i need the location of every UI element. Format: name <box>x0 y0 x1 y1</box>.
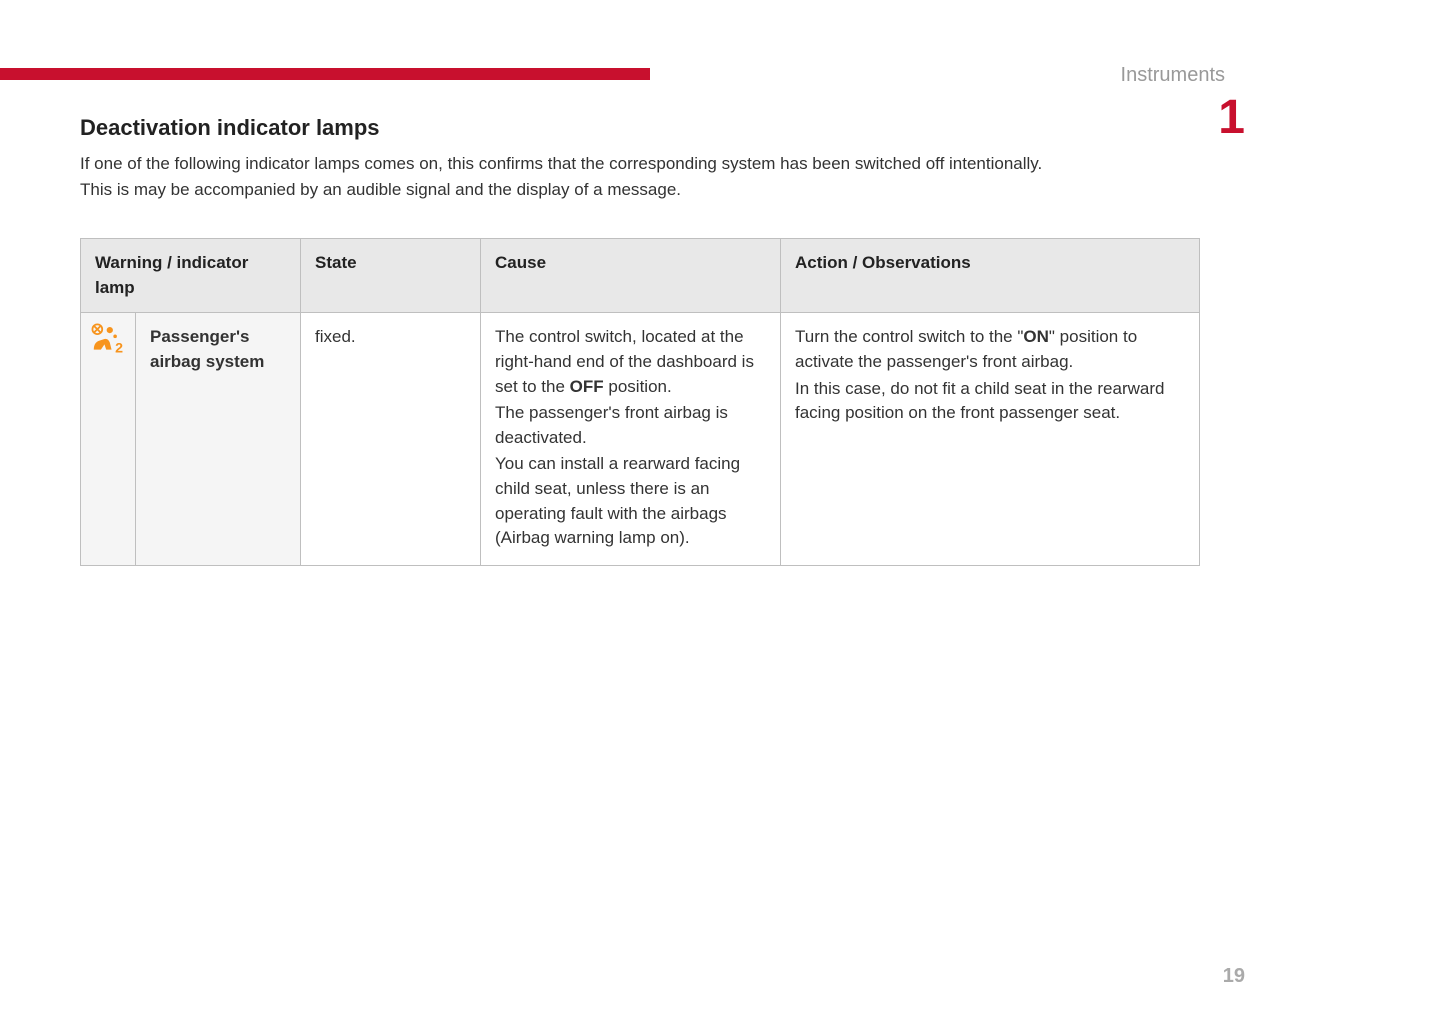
state-cell: fixed. <box>301 313 481 566</box>
cause-text-2: position. <box>604 377 672 396</box>
action-bold-on: ON <box>1023 327 1049 346</box>
header-red-bar <box>0 68 650 80</box>
chapter-number: 1 <box>1218 90 1245 145</box>
intro-line-2: This is may be accompanied by an audible… <box>80 177 1200 203</box>
section-title: Deactivation indicator lamps <box>80 115 1200 141</box>
intro-line-1: If one of the following indicator lamps … <box>80 151 1200 177</box>
cause-cell: The control switch, located at the right… <box>481 313 781 566</box>
cause-text-3: The passenger's front airbag is deactiva… <box>495 401 766 450</box>
table-row: 2 Passenger's airbag system fixed. The c… <box>81 313 1200 566</box>
content-area: Deactivation indicator lamps If one of t… <box>80 115 1200 566</box>
table-header-row: Warning / indicator lamp State Cause Act… <box>81 239 1200 313</box>
cause-text-4: You can install a rearward facing child … <box>495 452 766 551</box>
header-section-label: Instruments <box>1121 64 1225 87</box>
svg-text:2: 2 <box>115 341 123 356</box>
action-text-3: In this case, do not fit a child seat in… <box>795 377 1185 426</box>
th-state: State <box>301 239 481 313</box>
indicator-lamp-table-wrap: Warning / indicator lamp State Cause Act… <box>80 238 1200 566</box>
th-action: Action / Observations <box>781 239 1200 313</box>
indicator-lamp-table: Warning / indicator lamp State Cause Act… <box>80 238 1200 566</box>
action-cell: Turn the control switch to the "ON" posi… <box>781 313 1200 566</box>
action-text-1: Turn the control switch to the " <box>795 327 1023 346</box>
lamp-icon-cell: 2 <box>81 313 136 566</box>
passenger-airbag-off-icon: 2 <box>90 323 126 355</box>
th-lamp: Warning / indicator lamp <box>81 239 301 313</box>
lamp-name-cell: Passenger's airbag system <box>136 313 301 566</box>
cause-bold-off: OFF <box>570 377 604 396</box>
page-number: 19 <box>1223 965 1245 988</box>
th-cause: Cause <box>481 239 781 313</box>
